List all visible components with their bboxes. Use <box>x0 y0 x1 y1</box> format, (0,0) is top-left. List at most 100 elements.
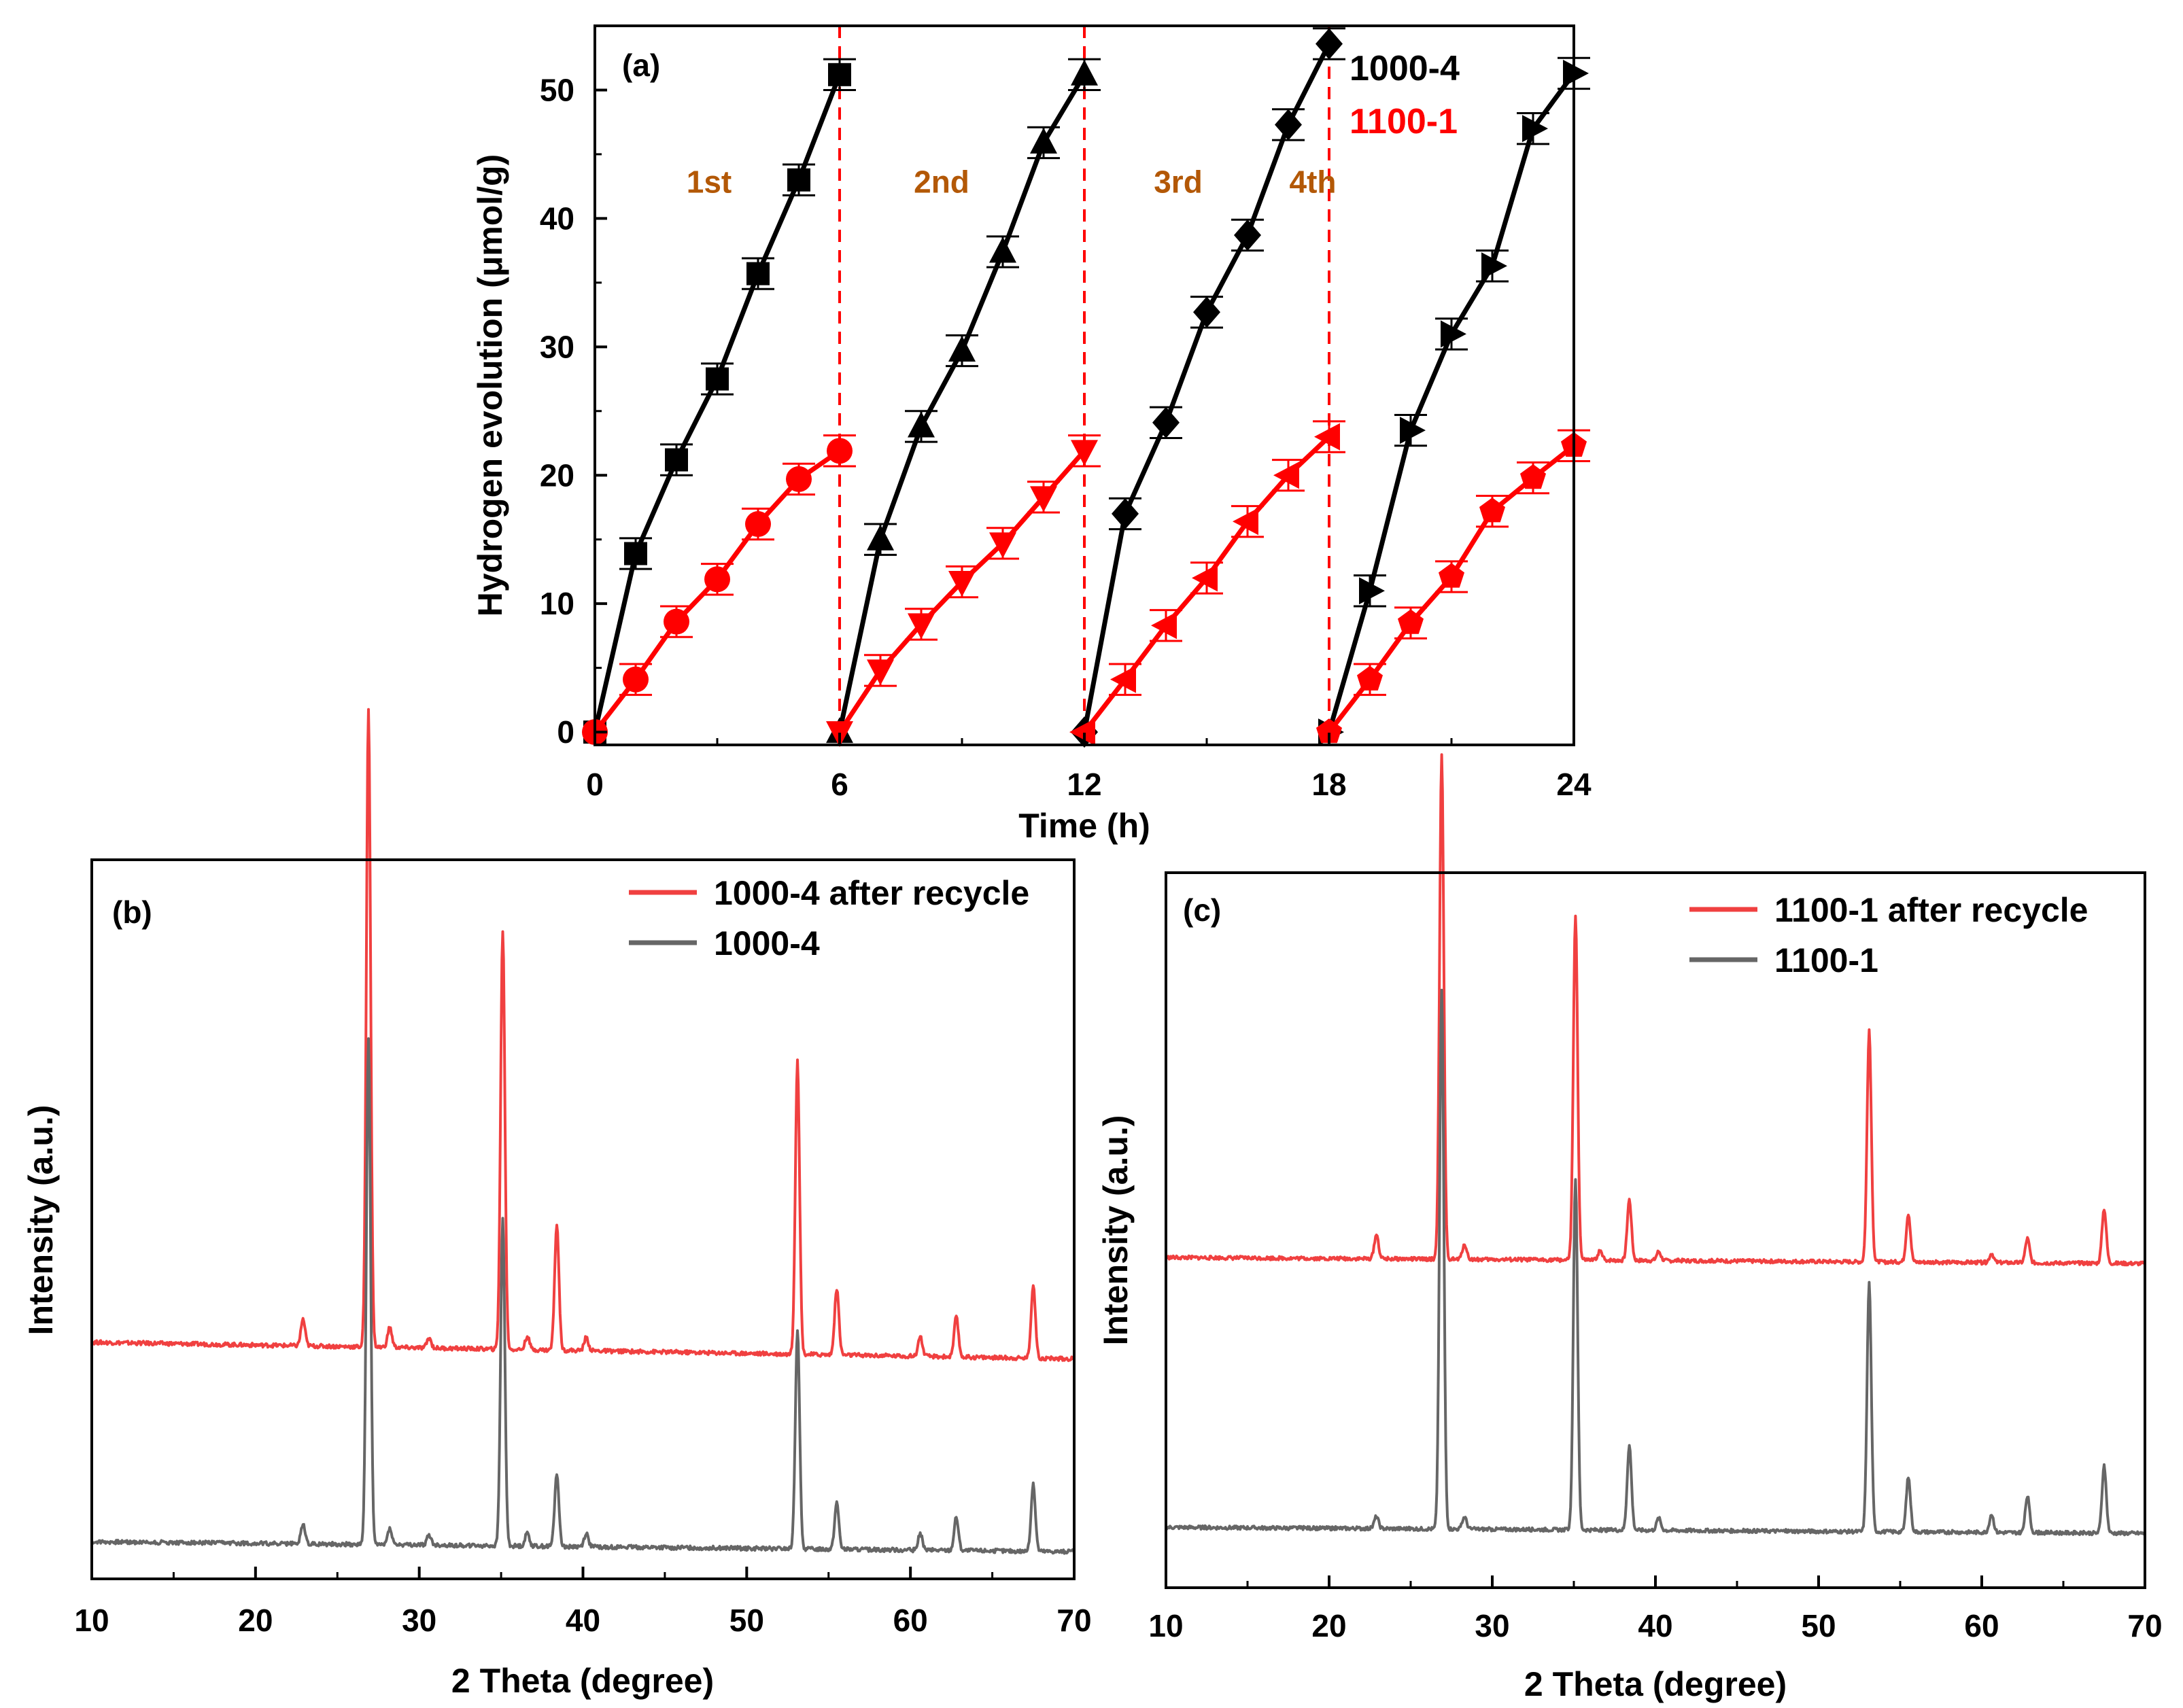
panel-label-b: (b) <box>112 894 152 930</box>
data-point-triangle-left <box>1233 508 1258 536</box>
data-point-diamond <box>1234 219 1261 251</box>
series-line <box>1082 42 1332 733</box>
data-point-square <box>746 262 770 285</box>
x-tick-label: 40 <box>566 1603 600 1638</box>
data-point-square <box>787 168 810 192</box>
cycle-dividers <box>838 26 1330 745</box>
xrd-pattern-1000-4-after-recycle <box>90 708 1076 1362</box>
data-point-triangle-down <box>948 571 976 597</box>
xrd-patterns <box>1165 753 2146 1537</box>
y-axis-title-a: Hydrogen evolution (μmol/g) <box>471 154 509 617</box>
x-tick-label: 18 <box>1311 767 1346 802</box>
x-axis-title-b: 2 Theta (degree) <box>451 1662 714 1700</box>
x-tick-label: 20 <box>1311 1608 1346 1643</box>
y-tick-label: 50 <box>540 72 574 107</box>
data-point-triangle-right <box>1441 320 1466 348</box>
data-point-diamond <box>1193 296 1220 328</box>
data-point-triangle-up <box>989 237 1016 263</box>
cycle-label-3rd: 3rd <box>1154 164 1203 200</box>
data-point-triangle-right <box>1563 59 1589 87</box>
data-point-circle <box>704 566 730 593</box>
data-point-pentagon <box>1479 498 1506 523</box>
data-point-triangle-down <box>989 532 1016 559</box>
x-tick-label: 30 <box>402 1603 436 1638</box>
cycle-label-1st: 1st <box>687 164 732 200</box>
y-tick-label: 40 <box>540 201 574 236</box>
legend-c-pristine: 1100-1 <box>1774 941 1878 979</box>
cycle-label-4th: 4th <box>1290 164 1337 200</box>
axis-ticks <box>1165 1575 2146 1588</box>
data-point-triangle-down <box>1071 440 1098 466</box>
data-point-triangle-up <box>867 524 894 551</box>
series-1000-4-cycle-2 <box>826 58 1101 744</box>
panel-c: (c) 1100-1 after recycle 1100-1 10 20 30… <box>1097 753 2163 1703</box>
data-point-triangle-right <box>1400 417 1426 445</box>
data-point-diamond <box>1152 406 1180 438</box>
x-axis-title-c: 2 Theta (degree) <box>1524 1665 1787 1703</box>
x-tick-label: 24 <box>1556 767 1592 802</box>
xrd-pattern-1000-4 <box>90 1037 1076 1555</box>
legend-a-1100-1: 1100-1 <box>1350 102 1458 141</box>
x-tick-label: 12 <box>1067 767 1101 802</box>
series-1000-4-cycle-3 <box>1071 27 1345 748</box>
xrd-pattern-1100-1 <box>1165 988 2146 1537</box>
data-point-triangle-left <box>1110 665 1136 693</box>
data-point-square <box>665 448 688 472</box>
x-tick-label: 60 <box>1964 1608 1999 1643</box>
legend-b-pristine: 1000-4 <box>714 924 820 962</box>
x-tick-label: 60 <box>893 1603 928 1638</box>
series-1100-1-cycle-3 <box>1069 420 1345 746</box>
series-1100-1-cycle-4 <box>1316 429 1590 744</box>
series-line <box>1326 71 1576 733</box>
data-point-square <box>706 367 729 391</box>
x-tick-label: 70 <box>2127 1608 2162 1643</box>
plot-frame-c <box>1165 871 2146 1589</box>
data-point-triangle-right <box>1481 252 1507 280</box>
x-axis-title-a: Time (h) <box>1018 807 1150 845</box>
data-point-diamond <box>1275 109 1302 141</box>
series-1000-4-cycle-4 <box>1318 56 1590 746</box>
x-tick-label: 0 <box>586 767 604 802</box>
data-point-pentagon <box>1356 665 1383 691</box>
data-point-triangle-left <box>1069 718 1095 746</box>
axis-ticks <box>90 1567 1076 1579</box>
data-point-triangle-right <box>1522 115 1548 143</box>
data-point-diamond <box>1112 498 1139 529</box>
data-point-pentagon <box>1397 609 1424 634</box>
x-tick-label: 20 <box>238 1603 273 1638</box>
y-tick-label: 30 <box>540 329 574 364</box>
xrd-patterns <box>90 708 1076 1555</box>
data-point-triangle-left <box>1151 612 1177 640</box>
x-tick-label: 70 <box>1056 1603 1091 1638</box>
data-point-diamond <box>1316 28 1343 60</box>
data-point-triangle-down <box>1030 486 1057 512</box>
series-1100-1-cycle-1 <box>582 434 856 746</box>
data-point-pentagon <box>1316 718 1343 744</box>
legend-a-1000-4: 1000-4 <box>1350 49 1460 88</box>
x-tick-label: 50 <box>729 1603 764 1638</box>
data-point-pentagon <box>1519 464 1547 489</box>
y-tick-label: 0 <box>557 714 574 750</box>
data-point-triangle-down <box>867 659 894 686</box>
panel-a: (a) 1st 2nd 3rd 4th 1000-4 1100-1 0 6 12… <box>471 24 1592 845</box>
data-point-triangle-left <box>1314 423 1340 451</box>
legend-c-after-recycle: 1100-1 after recycle <box>1774 891 2088 929</box>
cycle-label-2nd: 2nd <box>914 164 969 200</box>
x-tick-label: 10 <box>74 1603 109 1638</box>
data-point-triangle-left <box>1273 461 1299 489</box>
data-point-square <box>624 542 647 565</box>
y-axis-title-c: Intensity (a.u.) <box>1097 1115 1135 1346</box>
data-point-triangle-up <box>948 335 976 362</box>
plot-frame-b <box>90 858 1076 1580</box>
x-tick-label: 30 <box>1475 1608 1509 1643</box>
x-tick-label: 10 <box>1148 1608 1183 1643</box>
data-point-triangle-up <box>1030 127 1057 154</box>
data-point-triangle-down <box>908 613 935 640</box>
panel-label-a: (a) <box>622 48 660 83</box>
series-1000-4-cycle-1 <box>583 58 856 744</box>
data-point-pentagon <box>1438 563 1465 588</box>
x-tick-label: 40 <box>1638 1608 1672 1643</box>
data-point-square <box>828 63 851 86</box>
y-tick-label: 20 <box>540 457 574 493</box>
